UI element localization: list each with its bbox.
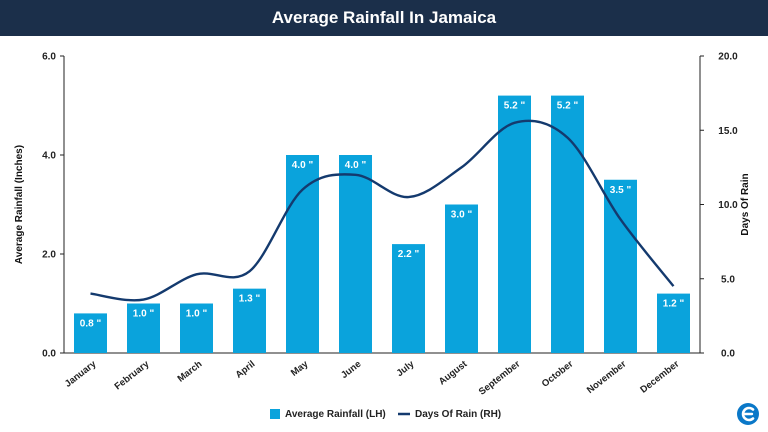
y-tick-label-right: 10.0 [718, 200, 738, 211]
x-tick-label: July [395, 358, 417, 379]
y-tick-label-right: 5.0 [721, 274, 735, 285]
labels-layer: 0.8 " 1.0 " 1.0 " 1.3 " 4.0 " 4.0 " 2.2 " 3.0 "… [80, 101, 685, 330]
bar-march [180, 303, 213, 353]
bar-august [445, 204, 478, 353]
x-tick-label: November [585, 359, 629, 396]
y-tick-label-right: 20.0 [718, 52, 738, 63]
bar-data-label: 1.2 " [663, 299, 685, 310]
rainfall-chart: 0.0 2.0 4.0 6.0 0.0 5.0 10.0 15.0 20.0 January Feb… [14, 52, 751, 421]
bar-data-label: 4.0 " [345, 160, 367, 171]
x-tick-label: October [540, 359, 576, 390]
bar-data-label: 5.2 " [504, 101, 526, 112]
bar-data-label: 0.8 " [80, 318, 102, 329]
bars-layer [74, 95, 690, 353]
bar-june [339, 155, 372, 353]
bar-february [127, 303, 160, 353]
y-axis-title-right: Days Of Rain [740, 173, 751, 235]
x-tick-label: December [638, 359, 681, 396]
bar-data-label: 4.0 " [292, 160, 314, 171]
bar-december [657, 293, 690, 353]
x-tick-label: June [339, 359, 363, 381]
y-tick-label-left: 4.0 [42, 151, 56, 162]
legend-label-days: Days Of Rain (RH) [415, 409, 501, 420]
x-tick-label: August [437, 358, 470, 387]
x-tick-label: January [63, 358, 99, 390]
y-tick-label-left: 6.0 [42, 52, 56, 63]
y-tick-label-right: 0.0 [721, 349, 735, 360]
line-layer [90, 119, 675, 302]
x-tick-label: February [113, 358, 152, 392]
bar-april [233, 288, 266, 353]
days-of-rain-line [90, 119, 675, 302]
bar-data-label: 5.2 " [557, 101, 579, 112]
bar-november [604, 179, 637, 353]
y-tick-label-left: 2.0 [42, 250, 56, 261]
bar-may [286, 155, 319, 353]
bar-september [498, 95, 531, 353]
x-tick-label: March [176, 359, 205, 385]
bar-data-label: 1.0 " [133, 309, 155, 320]
bar-data-label: 1.0 " [186, 309, 208, 320]
x-tick-label: April [234, 359, 258, 381]
bar-data-label: 3.5 " [610, 185, 632, 196]
legend: Average Rainfall (LH) Days Of Rain (RH) [270, 409, 501, 420]
x-tick-label: May [289, 358, 311, 378]
y-tick-label-right: 15.0 [718, 126, 738, 137]
y-axis-title-left: Average Rainfall (Inches) [14, 145, 25, 264]
chart-title: Average Rainfall In Jamaica [271, 8, 497, 27]
bar-july [392, 244, 425, 353]
legend-swatch-rainfall [270, 409, 280, 419]
bar-october [551, 95, 584, 353]
bar-data-label: 1.3 " [239, 294, 261, 305]
legend-label-rainfall: Average Rainfall (LH) [285, 409, 386, 420]
bar-january [74, 313, 107, 353]
y-tick-label-left: 0.0 [42, 349, 56, 360]
brand-logo-icon [737, 403, 759, 425]
chart-title-bar: Average Rainfall In Jamaica [0, 0, 768, 36]
x-tick-label: September [477, 359, 523, 398]
bar-data-label: 3.0 " [451, 210, 473, 221]
bar-data-label: 2.2 " [398, 249, 420, 260]
